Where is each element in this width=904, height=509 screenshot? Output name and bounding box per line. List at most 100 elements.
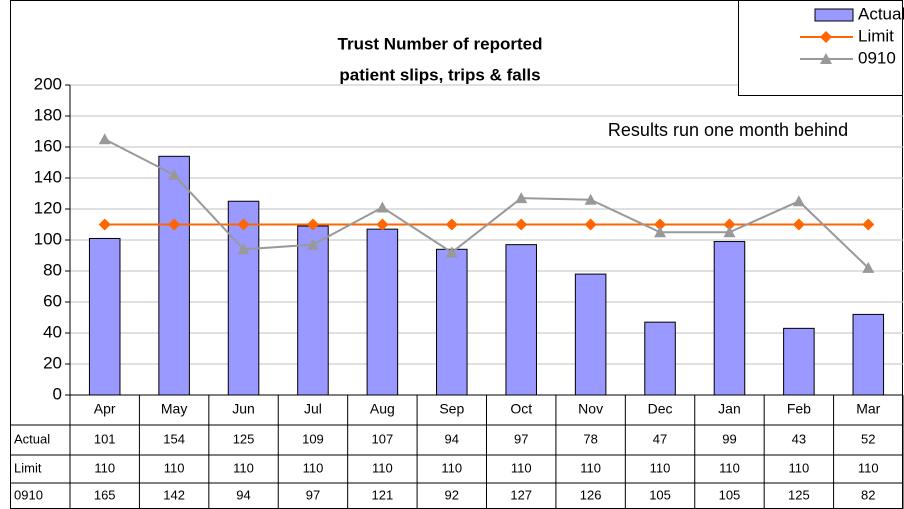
marker: [445, 218, 458, 231]
bar: [436, 248, 468, 396]
table-cell: 97: [514, 431, 528, 446]
x-tick-label: Apr: [94, 401, 116, 417]
marker: [515, 192, 528, 204]
table-cell: 110: [441, 460, 462, 475]
marker: [98, 218, 111, 231]
marker: [862, 261, 875, 273]
bar: [644, 321, 676, 396]
y-tick-label: 140: [34, 167, 62, 186]
bar: [297, 225, 329, 396]
line: [104, 138, 869, 269]
table-cell: 43: [792, 431, 806, 446]
marker: [445, 246, 458, 258]
table-cell: 105: [649, 487, 671, 502]
bar: [227, 200, 260, 396]
marker: [376, 218, 389, 231]
annotation: Results run one month behind: [608, 120, 848, 140]
table-cell: 52: [861, 431, 875, 446]
y-tick-label: 160: [34, 136, 62, 155]
marker: [237, 243, 250, 255]
x-tick-label: Nov: [578, 401, 603, 417]
legend-label: Actual: [858, 4, 904, 23]
table-cell: 94: [445, 431, 459, 446]
table-cell: 47: [653, 431, 667, 446]
x-tick-label: Jan: [718, 401, 741, 417]
table-cell: 110: [94, 460, 115, 475]
table-cell: 110: [650, 460, 671, 475]
x-tick-label: Jun: [232, 401, 255, 417]
table-row-label: Limit: [14, 460, 42, 475]
table-cell: 125: [233, 431, 255, 446]
table-cell: 101: [94, 431, 116, 446]
marker: [584, 218, 597, 231]
table-cell: 105: [719, 487, 741, 502]
y-tick-label: 120: [34, 198, 62, 217]
table-cell: 110: [372, 460, 393, 475]
table-cell: 154: [163, 431, 185, 446]
table-cell: 110: [858, 460, 879, 475]
table-cell: 110: [719, 460, 740, 475]
legend-swatch: [814, 8, 854, 22]
y-tick-label: 40: [43, 322, 62, 341]
table-cell: 125: [788, 487, 810, 502]
marker: [237, 218, 250, 231]
marker: [306, 218, 319, 231]
x-tick-label: Sep: [439, 401, 464, 417]
marker: [306, 238, 319, 250]
bar: [505, 244, 537, 396]
legend-swatch: [820, 31, 832, 43]
table-cell: 107: [372, 431, 394, 446]
marker: [723, 218, 736, 231]
table-cell: 142: [163, 487, 185, 502]
x-tick-label: Aug: [370, 401, 395, 417]
marker: [584, 193, 597, 205]
table-cell: 165: [94, 487, 116, 502]
table-cell: 109: [302, 431, 324, 446]
marker: [654, 218, 667, 231]
table-row-label: Actual: [14, 431, 50, 446]
table-cell: 82: [861, 487, 875, 502]
bar: [852, 313, 885, 396]
marker: [792, 195, 805, 207]
marker: [168, 168, 181, 180]
y-tick-label: 100: [34, 229, 62, 248]
table-cell: 110: [233, 460, 254, 475]
marker: [654, 226, 667, 238]
table-cell: 94: [236, 487, 250, 502]
y-tick-label: 180: [34, 105, 62, 124]
marker: [168, 218, 181, 231]
bar: [574, 273, 607, 396]
table-cell: 99: [722, 431, 736, 446]
table-row-label: 0910: [14, 487, 43, 502]
table-cell: 121: [372, 487, 394, 502]
legend-label: 0910: [858, 48, 896, 67]
table-cell: 110: [303, 460, 324, 475]
marker: [792, 218, 805, 231]
legend-swatch: [820, 53, 832, 64]
bar: [713, 241, 746, 396]
x-tick-label: Jul: [304, 401, 322, 417]
x-tick-label: Oct: [510, 401, 532, 417]
table-cell: 78: [583, 431, 597, 446]
table-cell: 110: [511, 460, 532, 475]
y-tick-label: 80: [43, 260, 62, 279]
marker: [98, 133, 111, 145]
chart-title: Trust Number of reported: [338, 34, 543, 53]
x-tick-label: Mar: [856, 401, 880, 417]
x-tick-label: Dec: [648, 401, 673, 417]
table-cell: 126: [580, 487, 602, 502]
marker: [723, 226, 736, 238]
table-cell: 110: [580, 460, 601, 475]
legend-label: Limit: [858, 26, 894, 45]
bar: [783, 327, 815, 396]
chart-title: patient slips, trips & falls: [339, 65, 540, 84]
x-tick-label: Feb: [787, 401, 811, 417]
y-tick-label: 60: [43, 291, 62, 310]
marker: [376, 201, 389, 213]
table-cell: 97: [306, 487, 320, 502]
x-tick-label: May: [161, 401, 187, 417]
table-cell: 110: [789, 460, 810, 475]
table-cell: 110: [164, 460, 185, 475]
bar: [158, 155, 190, 396]
